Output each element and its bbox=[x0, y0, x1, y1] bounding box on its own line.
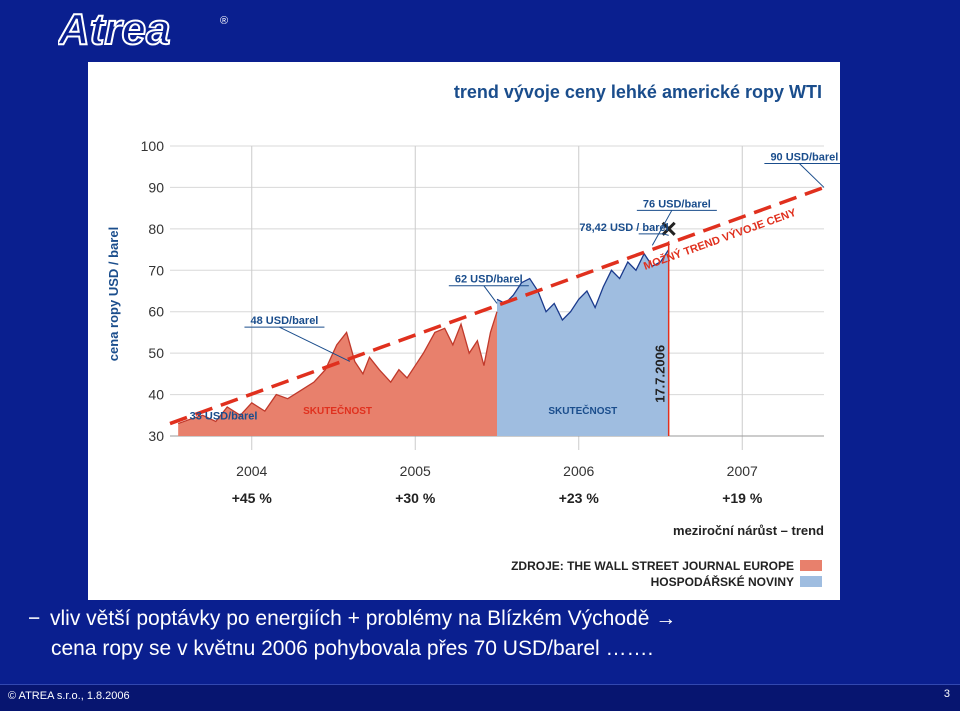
series-areas: SKUTEČNOST SKUTEČNOST bbox=[178, 249, 669, 436]
source-0: ZDROJE: THE WALL STREET JOURNAL EUROPE bbox=[511, 559, 794, 573]
annotation-leader-3 bbox=[663, 233, 669, 236]
event-date-label: 17.7.2006 bbox=[653, 345, 668, 403]
growth-label-2004: +45 % bbox=[232, 490, 273, 506]
growth-caption: meziroční nárůst – trend bbox=[673, 523, 824, 538]
registered-mark: ® bbox=[220, 15, 228, 27]
series-label-0: SKUTEČNOST bbox=[303, 404, 372, 417]
series-line-1 bbox=[496, 249, 670, 322]
growth-label-2005: +30 % bbox=[395, 490, 436, 506]
x-tick-2006: 2006 bbox=[563, 463, 594, 479]
y-tick-70: 70 bbox=[148, 262, 164, 278]
annotation-leader-2 bbox=[483, 285, 498, 304]
sources-legend: ZDROJE: THE WALL STREET JOURNAL EUROPEHO… bbox=[511, 559, 822, 589]
logo-text: Atrea bbox=[58, 5, 171, 52]
growth-label-2006: +23 % bbox=[559, 490, 600, 506]
bullet-dash: − bbox=[28, 607, 41, 630]
chart-svg: trend vývoje ceny lehké americké ropy WT… bbox=[106, 82, 840, 589]
trend-label: MOŽNÝ TREND VÝVOJE CENY bbox=[642, 206, 799, 273]
y-tick-80: 80 bbox=[148, 221, 164, 237]
y-tick-40: 40 bbox=[148, 387, 164, 403]
series-area-0 bbox=[178, 311, 498, 436]
footer-bar bbox=[0, 684, 960, 711]
event-x-mark bbox=[661, 221, 676, 236]
event-marker: 17.7.2006 bbox=[653, 221, 676, 436]
annotation-4: 76 USD/barel bbox=[643, 198, 711, 210]
bullet-line-1: − vliv větší poptávky po energiích + prob… bbox=[28, 604, 938, 634]
bullet-line-2: cena ropy se v květnu 2006 pohybovala př… bbox=[28, 634, 938, 664]
price-annotations: 33 USD/barel 48 USD/barel 62 USD/barel 78,4… bbox=[190, 152, 840, 423]
series-area-1 bbox=[497, 249, 669, 436]
y-tick-50: 50 bbox=[148, 345, 164, 361]
annotation-leader-4 bbox=[651, 210, 673, 246]
growth-labels: +45 % +30 % +23 % +19 % bbox=[232, 490, 763, 506]
annotation-1: 48 USD/barel bbox=[251, 315, 319, 327]
x-tick-2004: 2004 bbox=[236, 463, 267, 479]
y-tick-30: 30 bbox=[148, 428, 164, 444]
bullet-text: − vliv větší poptávky po energiích + prob… bbox=[28, 604, 938, 664]
y-ticks: 30 40 50 60 70 80 90 100 bbox=[141, 138, 165, 444]
oil-price-chart: trend vývoje ceny lehké americké ropy WT… bbox=[88, 62, 840, 600]
x-tick-2007: 2007 bbox=[727, 463, 758, 479]
annotation-5: 90 USD/barel bbox=[770, 152, 838, 164]
y-tick-90: 90 bbox=[148, 179, 164, 195]
source-swatch-1 bbox=[800, 576, 822, 587]
bullet-line-2-text: cena ropy se v květnu 2006 pohybovala př… bbox=[51, 637, 654, 660]
series-line-0 bbox=[177, 311, 498, 425]
trend-dashed-line bbox=[169, 185, 825, 426]
x-ticks: 2004 2005 2006 2007 bbox=[236, 463, 758, 479]
bullet-line-1-text: vliv větší poptávky po energiích + probl… bbox=[50, 607, 677, 630]
page-number: 3 bbox=[943, 688, 950, 700]
annotation-leader-5 bbox=[799, 163, 825, 188]
x-tick-2005: 2005 bbox=[400, 463, 431, 479]
y-tick-60: 60 bbox=[148, 304, 164, 320]
annotation-3: 78,42 USD / barel bbox=[579, 222, 668, 234]
annotation-leader-1 bbox=[279, 326, 351, 362]
y-tick-100: 100 bbox=[141, 138, 165, 154]
growth-label-2007: +19 % bbox=[722, 490, 763, 506]
atrea-logo: Atrea ® bbox=[56, 4, 238, 55]
y-axis-label: cena ropy USD / barel bbox=[106, 227, 121, 361]
series-lines bbox=[177, 249, 670, 425]
series-label-1: SKUTEČNOST bbox=[548, 404, 617, 417]
annotation-2: 62 USD/barel bbox=[455, 274, 523, 286]
chart-title: trend vývoje ceny lehké americké ropy WT… bbox=[454, 82, 822, 102]
source-swatch-0 bbox=[800, 560, 822, 571]
source-1: HOSPODÁŘSKÉ NOVINY bbox=[651, 574, 794, 589]
annotation-0: 33 USD/barel bbox=[190, 411, 258, 423]
footer-copyright: © ATREA s.r.o., 1.8.2006 bbox=[8, 690, 130, 702]
